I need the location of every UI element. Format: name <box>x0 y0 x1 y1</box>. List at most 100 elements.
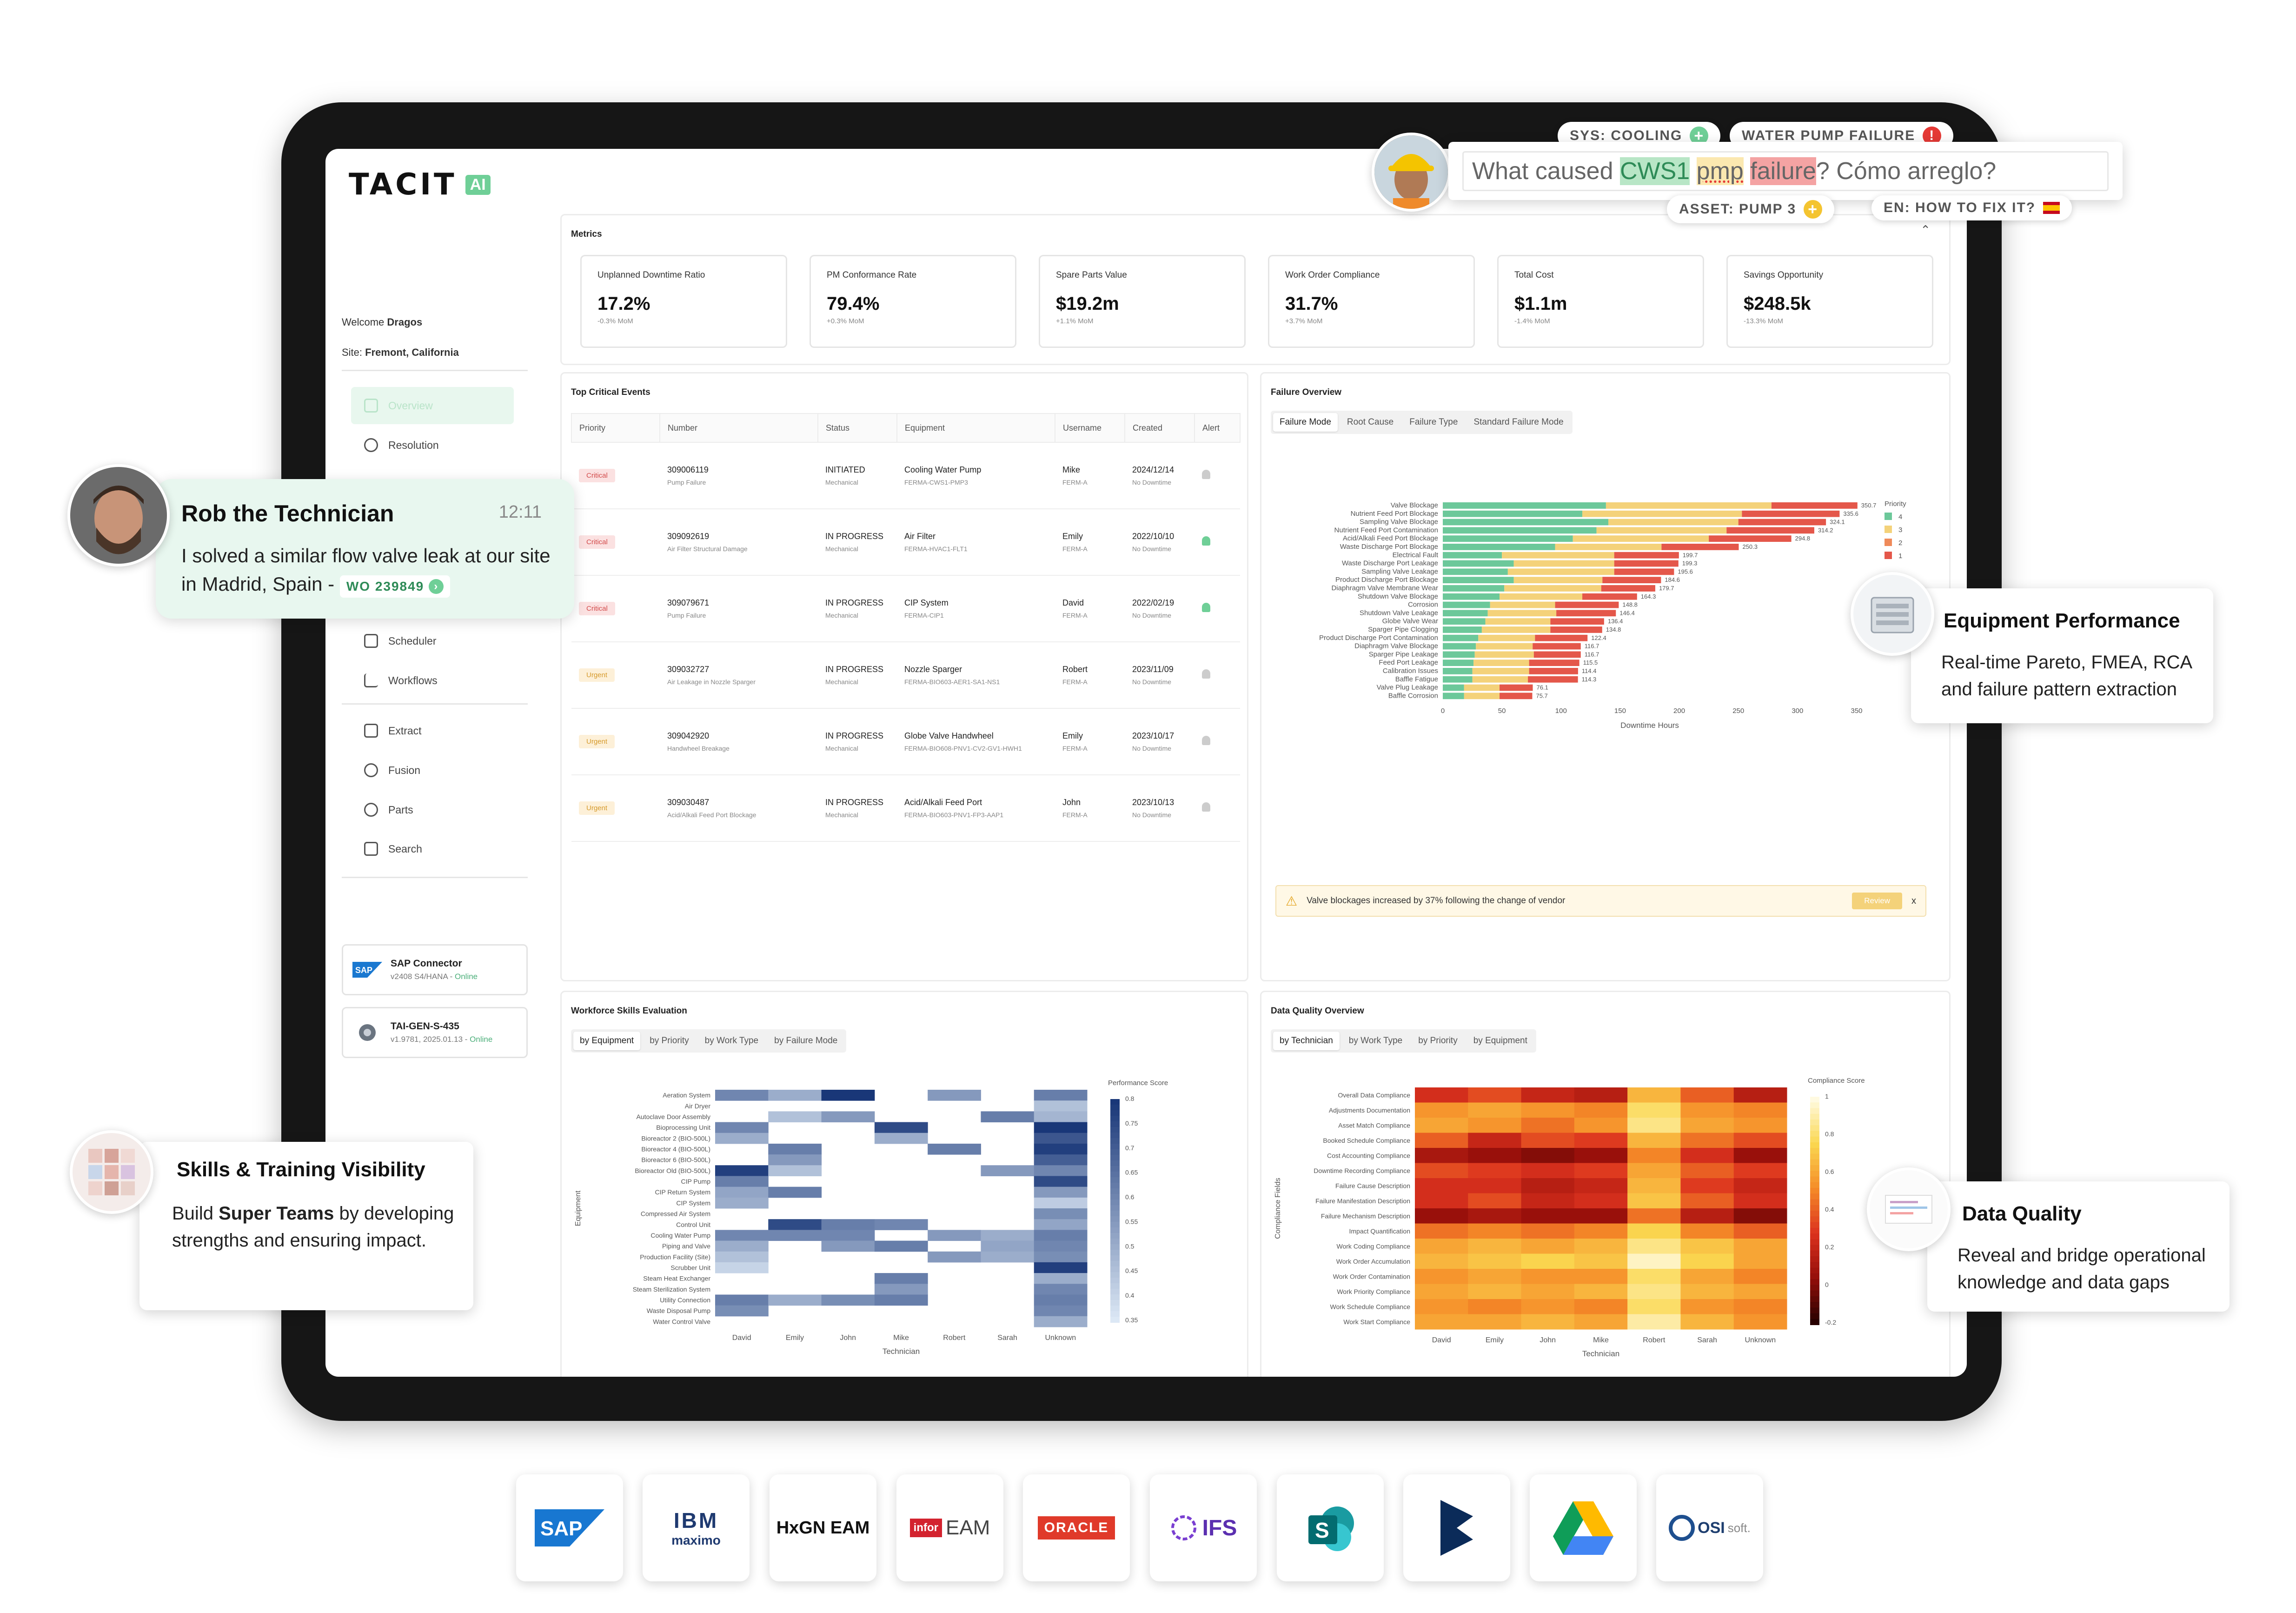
integration-infor-eam[interactable]: infor EAM <box>896 1474 1003 1581</box>
connector-tai-gen[interactable]: TAI-GEN-S-435 v1.9781, 2025.01.13 - Onli… <box>342 1007 528 1058</box>
integration-sap[interactable]: SAP <box>516 1474 623 1581</box>
column-header[interactable]: Username <box>1055 413 1125 443</box>
metric-card[interactable]: Total Cost $1.1m -1.4% MoM <box>1497 255 1704 348</box>
heatmap-cell <box>874 1133 928 1144</box>
nav-item-parts[interactable]: Parts <box>351 791 514 828</box>
nav-item-extract[interactable]: Extract <box>351 712 514 749</box>
metric-card[interactable]: Spare Parts Value $19.2m +1.1% MoM <box>1039 255 1246 348</box>
colorbar-step <box>1110 1255 1120 1261</box>
priority-badge: Urgent <box>579 668 615 682</box>
ifs-logo-text: IFS <box>1202 1515 1237 1540</box>
metric-card[interactable]: Savings Opportunity $248.5k -13.3% MoM <box>1726 255 1933 348</box>
colorbar-step <box>1110 1160 1120 1166</box>
bar-segment <box>1500 593 1583 600</box>
bar-segment <box>1504 585 1601 592</box>
integration-ifs[interactable]: IFS <box>1150 1474 1257 1581</box>
nav-label: Search <box>388 842 422 855</box>
connector-sap[interactable]: SAP SAP Connector v2408 S4/HANA - Online <box>342 944 528 995</box>
bar-segment <box>1472 676 1528 683</box>
column-header[interactable]: Equipment <box>896 413 1055 443</box>
metric-card[interactable]: Work Order Compliance 31.7% +3.7% MoM <box>1268 255 1475 348</box>
collapse-chevron-icon[interactable]: ⌃ <box>1920 223 1931 237</box>
colorbar-step <box>1810 1108 1819 1114</box>
colorbar-tick: 0.45 <box>1125 1267 1138 1274</box>
column-header[interactable]: Alert <box>1194 413 1241 443</box>
integration-sharepoint[interactable]: S <box>1277 1474 1384 1581</box>
plus-icon[interactable]: + <box>1804 200 1823 219</box>
bell-icon[interactable] <box>1202 536 1210 546</box>
heatmap-cell <box>1574 1102 1628 1118</box>
table-row[interactable]: Urgent 309030487 Acid/Alkali Feed Port Bl… <box>571 775 1240 842</box>
metric-card[interactable]: PM Conformance Rate 79.4% +0.3% MoM <box>810 255 1016 348</box>
close-alert-button[interactable]: x <box>1911 895 1916 906</box>
integration-hxgn-eam[interactable]: HxGN EAM <box>770 1474 876 1581</box>
connector-status: Online <box>470 1035 493 1044</box>
chat-author: Rob the Technician <box>181 500 394 527</box>
bar-segment <box>1550 618 1604 625</box>
colorbar-label: Performance Score <box>1108 1079 1168 1087</box>
tab-by-equipment[interactable]: by Equipment <box>573 1032 641 1050</box>
tab-by-work-type[interactable]: by Work Type <box>704 1036 759 1046</box>
bell-icon[interactable] <box>1202 603 1210 612</box>
x-tick-label: Unknown <box>1745 1336 1776 1344</box>
tab-by-failure-mode[interactable]: by Failure Mode <box>774 1036 838 1046</box>
metric-value: $19.2m <box>1056 293 1119 314</box>
metric-card[interactable]: Unplanned Downtime Ratio 17.2% -0.3% MoM <box>580 255 787 348</box>
heatmap-cell <box>1521 1299 1575 1314</box>
bell-icon[interactable] <box>1202 470 1210 479</box>
nav-item-overview[interactable]: Overview <box>351 387 514 424</box>
parts-icon <box>364 803 378 817</box>
nav-item-scheduler[interactable]: Scheduler <box>351 622 514 660</box>
y-tick-label: Control Unit <box>676 1221 710 1228</box>
table-row[interactable]: Urgent 309032727 Air Leakage in Nozzle Sp… <box>571 642 1240 709</box>
tab-by-technician[interactable]: by Technician <box>1273 1032 1340 1050</box>
tab-failure-type[interactable]: Failure Type <box>1409 417 1458 427</box>
table-row[interactable]: Urgent 309042920 Handwheel Breakage IN PR… <box>571 708 1240 775</box>
heatmap-cell <box>1733 1208 1787 1224</box>
integration-ibm-maximo[interactable]: IBM maximo <box>643 1474 750 1581</box>
work-order-link[interactable]: WO 239849 › <box>339 575 451 598</box>
colorbar-step <box>1110 1121 1120 1127</box>
integration-osisoft[interactable]: OSI soft. <box>1656 1474 1763 1581</box>
bar-segment <box>1443 544 1555 550</box>
table-row[interactable]: Critical 309006119 Pump Failure INITIATED… <box>571 442 1240 509</box>
event-user-sub: FERM-A <box>1062 678 1088 686</box>
tab-by-work-type[interactable]: by Work Type <box>1348 1036 1403 1046</box>
legend-label: 4 <box>1898 513 1902 521</box>
bell-icon[interactable] <box>1202 736 1210 745</box>
query-input[interactable]: What caused CWS1 pmp failure? Cómo arreg… <box>1462 151 2109 191</box>
heatmap-cell <box>1574 1208 1628 1224</box>
review-button[interactable]: Review <box>1852 893 1902 909</box>
column-header[interactable]: Created <box>1124 413 1195 443</box>
integration-google-drive[interactable] <box>1530 1474 1637 1581</box>
column-header[interactable]: Priority <box>571 413 660 443</box>
brand-logo: TACIT AI <box>349 167 491 202</box>
heatmap-cell <box>715 1090 769 1101</box>
tab-by-priority[interactable]: by Priority <box>1418 1036 1458 1046</box>
colorbar-step <box>1810 1142 1819 1149</box>
tab-failure-mode[interactable]: Failure Mode <box>1273 413 1338 432</box>
bell-icon[interactable] <box>1202 669 1210 679</box>
tab-standard-failure-mode[interactable]: Standard Failure Mode <box>1473 417 1564 427</box>
tab-root-cause[interactable]: Root Cause <box>1347 417 1394 427</box>
nav-item-search[interactable]: Search <box>351 830 514 867</box>
column-header[interactable]: Status <box>817 413 897 443</box>
y-tick-label: Bioreactor Old (BIO-500L) <box>635 1167 710 1174</box>
table-row[interactable]: Critical 309079671 Pump Failure IN PROGRE… <box>571 575 1240 642</box>
nav-item-fusion[interactable]: Fusion <box>351 752 514 789</box>
colorbar-step <box>1810 1216 1819 1223</box>
event-equip-code: FERMA-CWS1-PMP3 <box>904 479 968 486</box>
table-row[interactable]: Critical 309092619 Air Filter Structural … <box>571 509 1240 576</box>
tab-by-priority[interactable]: by Priority <box>650 1036 689 1046</box>
priority-badge: Urgent <box>579 801 615 815</box>
column-header[interactable]: Number <box>659 413 818 443</box>
metric-delta: -1.4% MoM <box>1514 317 1550 325</box>
tab-by-equipment[interactable]: by Equipment <box>1473 1036 1527 1046</box>
nav-label: Parts <box>388 803 413 816</box>
bell-icon[interactable] <box>1202 802 1210 812</box>
nav-item-workflows[interactable]: Workflows <box>351 662 514 699</box>
integration-oracle[interactable]: ORACLE <box>1023 1474 1130 1581</box>
integration-dynamics[interactable] <box>1403 1474 1510 1581</box>
nav-item-resolution[interactable]: Resolution <box>351 427 514 464</box>
heatmap-cell <box>1733 1253 1787 1269</box>
